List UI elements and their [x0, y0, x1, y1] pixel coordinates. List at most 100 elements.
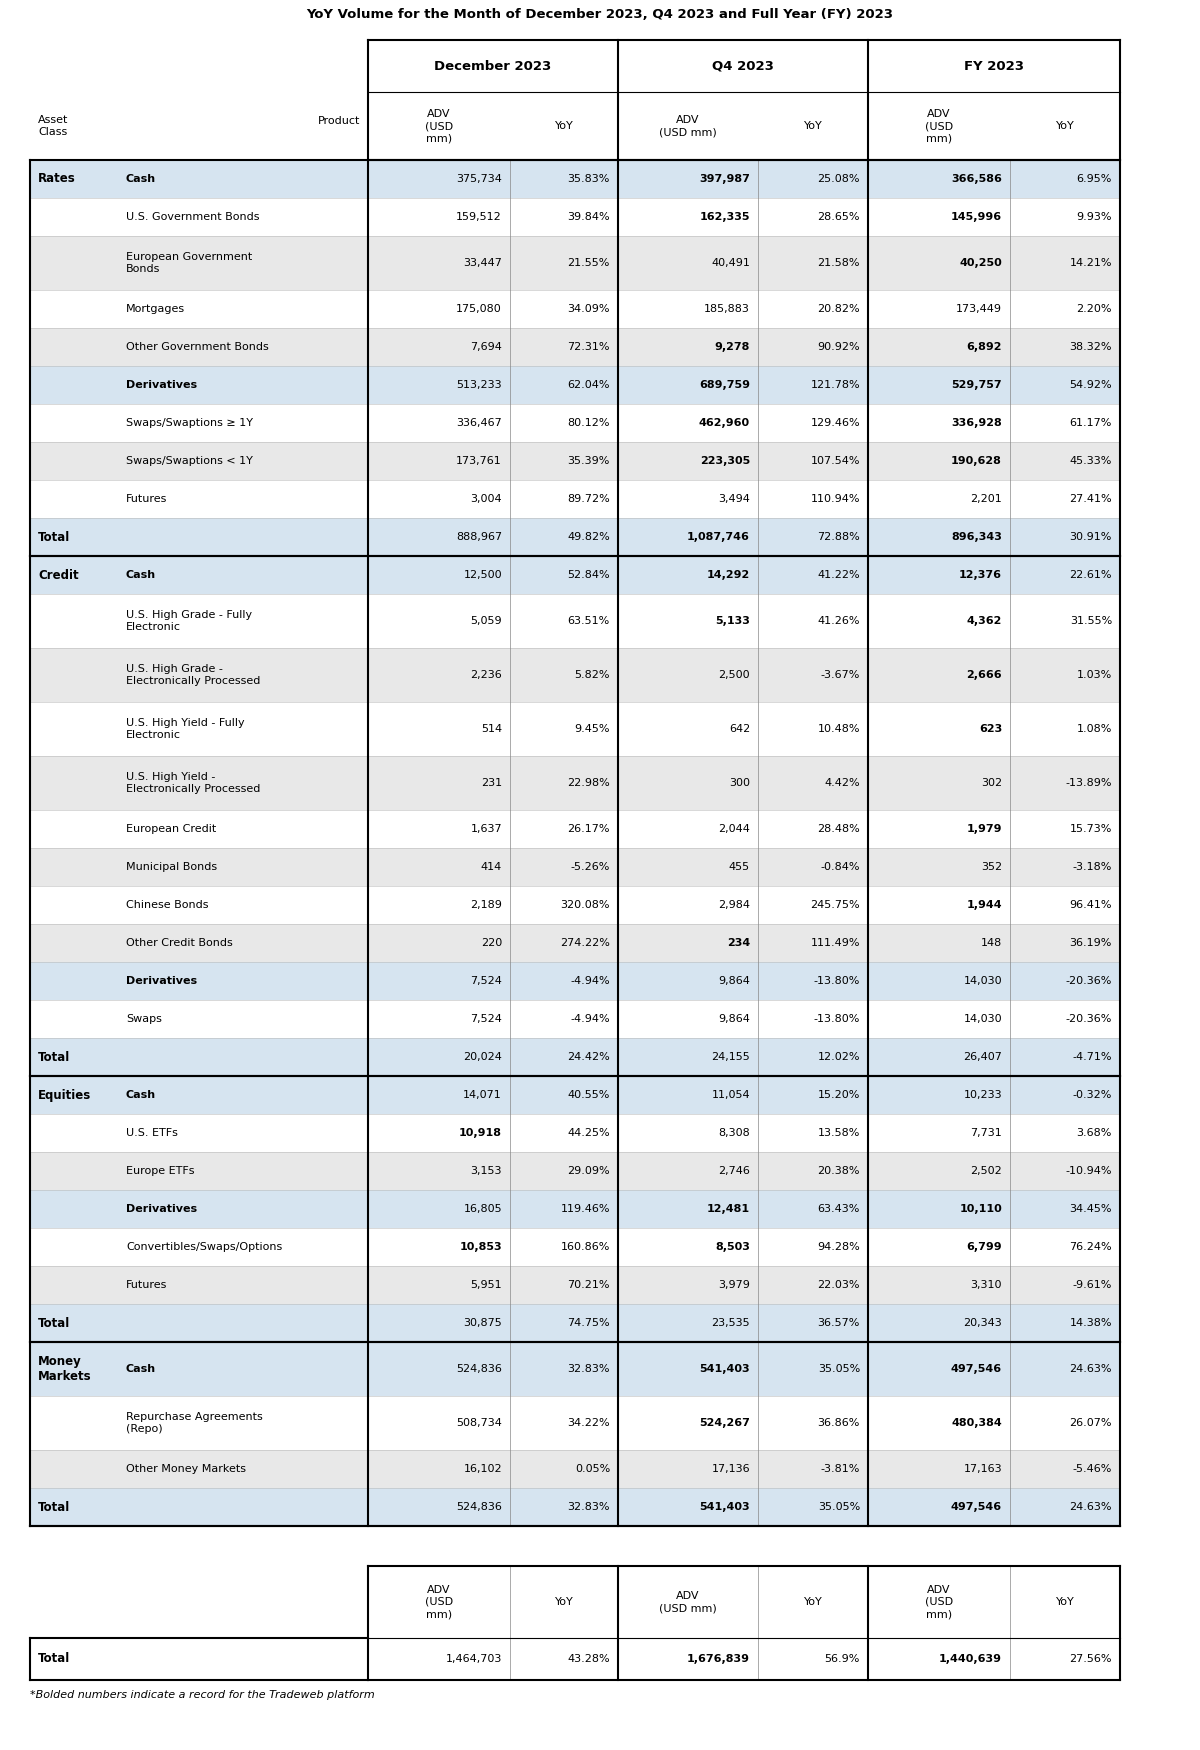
Text: 524,836: 524,836: [456, 1363, 502, 1374]
Text: 27.41%: 27.41%: [1069, 493, 1112, 504]
Text: -13.80%: -13.80%: [814, 977, 860, 985]
Text: 10,233: 10,233: [964, 1090, 1002, 1101]
Text: 24,155: 24,155: [712, 1052, 750, 1062]
Text: 31.55%: 31.55%: [1069, 616, 1112, 626]
Text: 30,875: 30,875: [463, 1318, 502, 1328]
Text: 3,979: 3,979: [718, 1279, 750, 1290]
Text: YoY: YoY: [1056, 121, 1074, 131]
Text: 35.05%: 35.05%: [817, 1502, 860, 1512]
Text: Credit: Credit: [38, 569, 79, 581]
Text: 16,102: 16,102: [463, 1465, 502, 1474]
Text: 160.86%: 160.86%: [560, 1242, 610, 1251]
Text: Other Money Markets: Other Money Markets: [126, 1465, 246, 1474]
Text: 245.75%: 245.75%: [810, 900, 860, 910]
Text: 7,524: 7,524: [470, 1013, 502, 1024]
Text: 63.43%: 63.43%: [817, 1204, 860, 1214]
Text: 2,236: 2,236: [470, 670, 502, 681]
Text: 34.09%: 34.09%: [568, 304, 610, 313]
Bar: [30, 290, 1120, 327]
Text: 26,407: 26,407: [964, 1052, 1002, 1062]
Text: -4.94%: -4.94%: [570, 1013, 610, 1024]
Text: 2,984: 2,984: [718, 900, 750, 910]
Text: -3.67%: -3.67%: [821, 670, 860, 681]
Text: 40.55%: 40.55%: [568, 1090, 610, 1101]
Text: 35.39%: 35.39%: [568, 457, 610, 466]
Text: -0.32%: -0.32%: [1073, 1090, 1112, 1101]
Text: 12,500: 12,500: [463, 570, 502, 579]
Bar: [30, 1152, 1120, 1190]
Text: Total: Total: [38, 530, 71, 544]
Text: 508,734: 508,734: [456, 1418, 502, 1428]
Text: 2,502: 2,502: [971, 1166, 1002, 1176]
Text: 375,734: 375,734: [456, 173, 502, 184]
Text: 52.84%: 52.84%: [568, 570, 610, 579]
Text: U.S. Government Bonds: U.S. Government Bonds: [126, 212, 259, 222]
Bar: [30, 756, 1120, 810]
Text: 24.63%: 24.63%: [1069, 1502, 1112, 1512]
Text: YoY: YoY: [554, 121, 574, 131]
Text: U.S. High Grade -
Electronically Processed: U.S. High Grade - Electronically Process…: [126, 665, 260, 686]
Text: -0.84%: -0.84%: [821, 863, 860, 872]
Bar: [30, 1488, 1120, 1526]
Text: 1,676,839: 1,676,839: [686, 1654, 750, 1664]
Text: 9,864: 9,864: [718, 1013, 750, 1024]
Bar: [30, 849, 1120, 886]
Bar: [30, 1304, 1120, 1342]
Text: YoY: YoY: [1056, 1598, 1074, 1606]
Text: Chinese Bonds: Chinese Bonds: [126, 900, 209, 910]
Text: 541,403: 541,403: [700, 1363, 750, 1374]
Text: Municipal Bonds: Municipal Bonds: [126, 863, 217, 872]
Text: 5,133: 5,133: [715, 616, 750, 626]
Text: Convertibles/Swaps/Options: Convertibles/Swaps/Options: [126, 1242, 282, 1251]
Text: 26.07%: 26.07%: [1069, 1418, 1112, 1428]
Text: 54.92%: 54.92%: [1069, 380, 1112, 390]
Text: Rates: Rates: [38, 173, 76, 186]
Text: 9.45%: 9.45%: [575, 724, 610, 733]
Text: 6,799: 6,799: [966, 1242, 1002, 1251]
Text: 4.42%: 4.42%: [824, 779, 860, 788]
Text: Total: Total: [38, 1316, 71, 1330]
Text: 32.83%: 32.83%: [568, 1363, 610, 1374]
Text: 2,189: 2,189: [470, 900, 502, 910]
Text: 10,110: 10,110: [959, 1204, 1002, 1214]
Text: 41.26%: 41.26%: [817, 616, 860, 626]
Bar: [30, 556, 1120, 593]
Text: 44.25%: 44.25%: [568, 1129, 610, 1138]
Text: 35.05%: 35.05%: [817, 1363, 860, 1374]
Text: December 2023: December 2023: [434, 60, 552, 72]
Bar: [30, 1190, 1120, 1228]
Text: 45.33%: 45.33%: [1069, 457, 1112, 466]
Text: 74.75%: 74.75%: [568, 1318, 610, 1328]
Text: Europe ETFs: Europe ETFs: [126, 1166, 194, 1176]
Text: Other Government Bonds: Other Government Bonds: [126, 341, 269, 352]
Text: 231: 231: [481, 779, 502, 788]
Text: 76.24%: 76.24%: [1069, 1242, 1112, 1251]
Text: 2,044: 2,044: [718, 824, 750, 835]
Text: 62.04%: 62.04%: [568, 380, 610, 390]
Text: -20.36%: -20.36%: [1066, 1013, 1112, 1024]
Text: Derivatives: Derivatives: [126, 977, 197, 985]
Text: 33,447: 33,447: [463, 257, 502, 268]
Text: 119.46%: 119.46%: [560, 1204, 610, 1214]
Bar: [30, 886, 1120, 924]
Text: 27.56%: 27.56%: [1069, 1654, 1112, 1664]
Text: 22.98%: 22.98%: [568, 779, 610, 788]
Text: 9,278: 9,278: [715, 341, 750, 352]
Text: 159,512: 159,512: [456, 212, 502, 222]
Bar: [30, 1396, 1120, 1451]
Text: 34.22%: 34.22%: [568, 1418, 610, 1428]
Text: 49.82%: 49.82%: [568, 532, 610, 542]
Text: 513,233: 513,233: [456, 380, 502, 390]
Text: 14.21%: 14.21%: [1069, 257, 1112, 268]
Text: 2,500: 2,500: [719, 670, 750, 681]
Text: 21.55%: 21.55%: [568, 257, 610, 268]
Text: Product: Product: [318, 116, 360, 126]
Text: ADV
(USD mm): ADV (USD mm): [659, 116, 716, 136]
Bar: [30, 648, 1120, 702]
Text: 302: 302: [980, 779, 1002, 788]
Text: 29.09%: 29.09%: [568, 1166, 610, 1176]
Text: Cash: Cash: [126, 1090, 156, 1101]
Text: Total: Total: [38, 1652, 71, 1666]
Text: Other Credit Bonds: Other Credit Bonds: [126, 938, 233, 948]
Bar: [30, 999, 1120, 1038]
